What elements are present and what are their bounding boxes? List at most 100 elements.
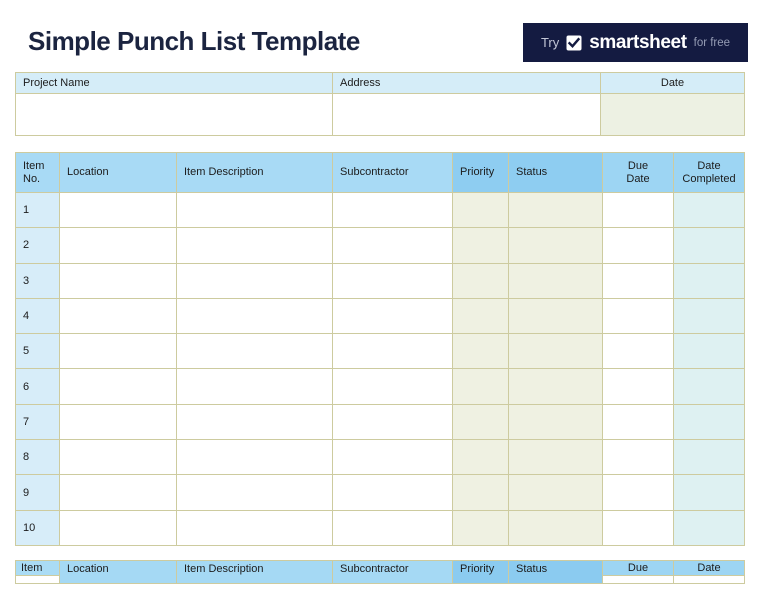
table-row: 9 <box>16 474 744 510</box>
project-name-header: Project Name <box>16 73 333 94</box>
footer-col-subcontractor: Subcontractor <box>333 561 453 583</box>
due-date-cell <box>603 193 674 228</box>
item-number-cell: 4 <box>16 298 60 334</box>
table-row: 3 <box>16 262 744 298</box>
due-date-cell <box>603 510 674 545</box>
item-description-cell <box>177 440 333 475</box>
col-header-item-description: Item Description <box>177 153 333 192</box>
location-cell <box>60 369 177 404</box>
location-cell <box>60 510 177 545</box>
due-date-cell <box>603 228 674 263</box>
item-number-cell: 3 <box>16 263 60 298</box>
priority-cell <box>453 510 509 545</box>
smartsheet-try-free-button[interactable]: Try smartsheet for free <box>523 23 748 62</box>
status-cell <box>509 263 603 298</box>
address-field <box>333 94 601 135</box>
priority-cell <box>453 263 509 298</box>
subcontractor-cell <box>333 334 453 369</box>
due-date-cell <box>603 404 674 440</box>
status-cell <box>509 298 603 334</box>
table-row: 8 <box>16 439 744 475</box>
punch-list-table: Item No. Location Item Description Subco… <box>15 152 745 546</box>
priority-cell <box>453 334 509 369</box>
location-cell <box>60 193 177 228</box>
subcontractor-cell <box>333 298 453 334</box>
footer-col-due: Due <box>603 561 674 583</box>
item-number-cell: 2 <box>16 228 60 263</box>
col-header-priority: Priority <box>453 153 509 192</box>
status-cell <box>509 369 603 404</box>
badge-try-label: Try <box>540 35 560 50</box>
subcontractor-cell <box>333 440 453 475</box>
priority-cell <box>453 475 509 510</box>
page-title: Simple Punch List Template <box>28 26 360 56</box>
location-cell <box>60 404 177 440</box>
table-row: 4 <box>16 297 744 334</box>
footer-col-item-description: Item Description <box>177 561 333 583</box>
col-header-location: Location <box>60 153 177 192</box>
due-date-cell <box>603 440 674 475</box>
date-completed-cell <box>674 298 744 334</box>
item-number-cell: 10 <box>16 510 60 545</box>
item-description-cell <box>177 263 333 298</box>
table-row: 6 <box>16 368 744 404</box>
location-cell <box>60 440 177 475</box>
date-completed-cell <box>674 228 744 263</box>
status-cell <box>509 440 603 475</box>
status-cell <box>509 193 603 228</box>
subcontractor-cell <box>333 369 453 404</box>
location-cell <box>60 263 177 298</box>
item-number-cell: 1 <box>16 193 60 228</box>
date-completed-cell <box>674 193 744 228</box>
address-header: Address <box>333 73 601 94</box>
footer-col-item-label: Item <box>16 561 59 576</box>
priority-cell <box>453 369 509 404</box>
due-date-cell <box>603 263 674 298</box>
location-cell <box>60 475 177 510</box>
location-cell <box>60 298 177 334</box>
status-cell <box>509 228 603 263</box>
col-header-subcontractor: Subcontractor <box>333 153 453 192</box>
location-cell <box>60 228 177 263</box>
priority-cell <box>453 440 509 475</box>
item-number-cell: 7 <box>16 404 60 440</box>
item-number-cell: 5 <box>16 334 60 369</box>
status-cell <box>509 475 603 510</box>
date-completed-cell <box>674 440 744 475</box>
subcontractor-cell <box>333 475 453 510</box>
date-completed-cell <box>674 369 744 404</box>
footer-col-item: Item <box>16 561 60 583</box>
priority-cell <box>453 404 509 440</box>
priority-cell <box>453 228 509 263</box>
project-info-section: Project Name Address Date <box>15 72 745 136</box>
subcontractor-cell <box>333 404 453 440</box>
date-completed-cell <box>674 263 744 298</box>
project-info-header-row: Project Name Address Date <box>16 73 744 94</box>
date-completed-cell <box>674 510 744 545</box>
item-description-cell <box>177 193 333 228</box>
smartsheet-checkbox-logo-icon <box>566 35 582 51</box>
date-header: Date <box>601 73 744 94</box>
item-number-cell: 6 <box>16 369 60 404</box>
item-number-cell: 9 <box>16 475 60 510</box>
next-page-header-row: Item Location Item Description Subcontra… <box>16 561 744 583</box>
priority-cell <box>453 193 509 228</box>
item-description-cell <box>177 228 333 263</box>
table-row: 10 <box>16 509 744 545</box>
col-header-item-no: Item No. <box>16 153 60 192</box>
table-row: 1 <box>16 192 744 228</box>
item-description-cell <box>177 334 333 369</box>
footer-col-due-label: Due <box>603 561 673 576</box>
location-cell <box>60 334 177 369</box>
due-date-cell <box>603 475 674 510</box>
item-description-cell <box>177 404 333 440</box>
subcontractor-cell <box>333 263 453 298</box>
col-header-status: Status <box>509 153 603 192</box>
footer-col-date: Date <box>674 561 744 583</box>
footer-col-priority: Priority <box>453 561 509 583</box>
item-description-cell <box>177 298 333 334</box>
project-info-value-row <box>16 94 744 135</box>
status-cell <box>509 510 603 545</box>
subcontractor-cell <box>333 193 453 228</box>
due-date-cell <box>603 334 674 369</box>
